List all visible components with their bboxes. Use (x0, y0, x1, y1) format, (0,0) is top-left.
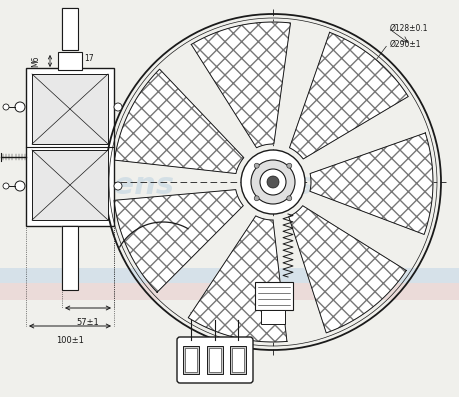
Circle shape (254, 196, 259, 201)
Text: Ø290±1: Ø290±1 (390, 39, 421, 48)
Bar (183, 346, 199, 374)
Bar (261, 310, 285, 324)
Circle shape (287, 163, 292, 168)
Circle shape (15, 181, 25, 191)
Bar (0, 283, 459, 300)
Bar (230, 346, 246, 374)
Circle shape (251, 160, 295, 204)
Circle shape (3, 183, 9, 189)
FancyBboxPatch shape (177, 337, 253, 383)
Circle shape (241, 150, 305, 214)
Bar (32, 74, 108, 144)
Bar (255, 282, 293, 310)
Bar (62, 8, 78, 50)
Bar (0, 268, 459, 283)
Polygon shape (290, 32, 408, 159)
Circle shape (15, 102, 25, 112)
Polygon shape (191, 22, 291, 148)
Bar (58, 52, 82, 70)
Bar (232, 348, 244, 372)
Polygon shape (188, 216, 287, 342)
Circle shape (114, 182, 122, 190)
Circle shape (254, 163, 259, 168)
Bar (32, 150, 108, 220)
Text: 17: 17 (84, 54, 94, 63)
Text: Ø128±0.1: Ø128±0.1 (390, 23, 429, 33)
Bar (185, 348, 197, 372)
Polygon shape (114, 190, 243, 292)
Bar (209, 348, 221, 372)
Text: nissens: nissens (246, 170, 375, 200)
Circle shape (3, 104, 9, 110)
Bar (26, 68, 114, 226)
Circle shape (287, 196, 292, 201)
Text: M6: M6 (32, 55, 40, 67)
Text: +: + (212, 308, 218, 317)
Text: +: + (235, 308, 241, 317)
Polygon shape (289, 206, 406, 333)
Polygon shape (310, 133, 433, 235)
Circle shape (267, 176, 279, 188)
Text: nissens: nissens (45, 170, 174, 200)
Circle shape (260, 169, 286, 195)
Bar (207, 346, 223, 374)
Circle shape (114, 103, 122, 111)
Bar (62, 226, 78, 290)
Text: 57±1: 57±1 (77, 318, 100, 327)
Text: -: - (190, 308, 192, 317)
Polygon shape (114, 69, 244, 173)
Text: 100±1: 100±1 (56, 336, 84, 345)
